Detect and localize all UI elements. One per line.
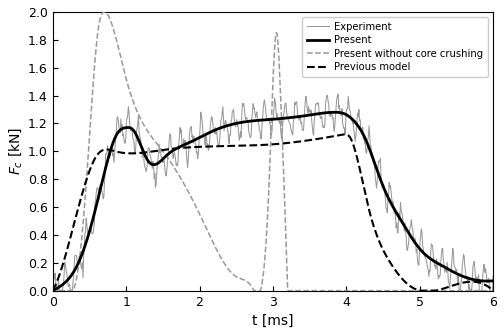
Y-axis label: $F_c$ [kN]: $F_c$ [kN]	[7, 127, 24, 176]
Present without core crushing	[100, 10, 106, 14]
Present	[50, 289, 56, 293]
Present	[490, 279, 496, 283]
Present	[100, 177, 106, 181]
Previous model	[342, 132, 348, 136]
Present	[434, 261, 440, 265]
Present	[238, 121, 244, 125]
Present without core crushing	[482, 289, 488, 293]
Line: Present: Present	[53, 112, 493, 291]
Experiment	[50, 287, 56, 291]
Line: Experiment: Experiment	[53, 94, 493, 291]
Present	[482, 279, 488, 283]
Present without core crushing	[50, 289, 56, 293]
Present without core crushing	[490, 289, 496, 293]
Previous model	[100, 148, 106, 152]
Experiment	[490, 274, 496, 278]
Present	[219, 126, 225, 130]
Present without core crushing	[238, 277, 244, 281]
Line: Present without core crushing: Present without core crushing	[53, 12, 493, 291]
Experiment	[190, 133, 196, 137]
Previous model	[482, 283, 488, 287]
Experiment	[158, 155, 164, 159]
X-axis label: t [ms]: t [ms]	[252, 314, 294, 328]
Present without core crushing	[126, 88, 132, 92]
Previous model	[50, 289, 56, 293]
Experiment	[394, 221, 400, 225]
Present	[332, 110, 338, 114]
Experiment	[340, 123, 346, 127]
Present	[126, 126, 132, 130]
Experiment	[448, 270, 454, 274]
Present without core crushing	[101, 10, 107, 14]
Line: Previous model: Previous model	[53, 134, 493, 291]
Experiment	[335, 92, 341, 96]
Previous model	[238, 144, 244, 148]
Present without core crushing	[434, 289, 440, 293]
Legend: Experiment, Present, Present without core crushing, Previous model: Experiment, Present, Present without cor…	[302, 17, 488, 77]
Previous model	[126, 151, 132, 155]
Previous model	[434, 288, 440, 292]
Experiment	[55, 289, 61, 293]
Present without core crushing	[219, 257, 225, 261]
Previous model	[219, 144, 225, 148]
Experiment	[174, 163, 180, 168]
Previous model	[490, 289, 496, 293]
